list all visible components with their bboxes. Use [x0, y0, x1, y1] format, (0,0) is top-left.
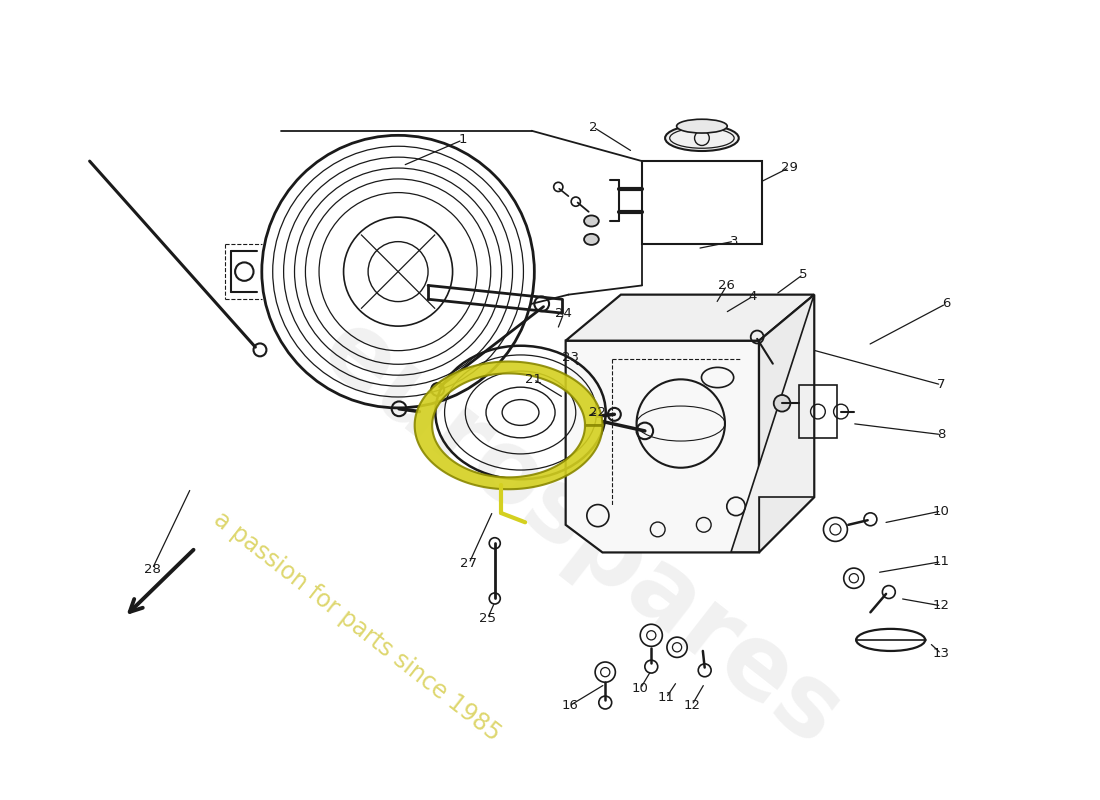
Ellipse shape: [676, 119, 727, 133]
Text: 27: 27: [461, 557, 477, 570]
Text: 10: 10: [631, 682, 649, 695]
Polygon shape: [415, 362, 603, 490]
Text: 13: 13: [933, 647, 949, 660]
Circle shape: [773, 395, 790, 411]
Text: a passion for parts since 1985: a passion for parts since 1985: [209, 506, 506, 746]
Text: 16: 16: [562, 698, 579, 712]
Text: 12: 12: [933, 599, 949, 612]
Text: 3: 3: [730, 234, 738, 248]
Text: 12: 12: [683, 698, 701, 712]
Polygon shape: [759, 294, 814, 553]
Polygon shape: [565, 294, 814, 341]
Text: 2: 2: [588, 121, 597, 134]
Text: 22: 22: [590, 406, 606, 419]
Ellipse shape: [584, 234, 598, 245]
Text: 10: 10: [933, 505, 949, 518]
Ellipse shape: [666, 126, 739, 151]
Text: 24: 24: [556, 306, 572, 319]
Text: 7: 7: [937, 378, 946, 391]
Text: 26: 26: [718, 279, 735, 292]
Text: 23: 23: [562, 350, 579, 364]
Text: eurospares: eurospares: [301, 302, 859, 767]
Ellipse shape: [584, 215, 598, 226]
Text: 1: 1: [459, 134, 466, 146]
Text: 21: 21: [525, 373, 542, 386]
Text: 29: 29: [781, 161, 798, 174]
Text: 11: 11: [658, 691, 674, 705]
Text: 25: 25: [478, 612, 496, 626]
Text: 5: 5: [799, 268, 807, 281]
Polygon shape: [565, 341, 759, 553]
Text: 11: 11: [933, 555, 949, 568]
Text: 28: 28: [144, 562, 161, 575]
Polygon shape: [732, 294, 814, 553]
Text: 6: 6: [942, 298, 950, 310]
Text: 4: 4: [748, 290, 757, 303]
Text: 8: 8: [937, 428, 946, 441]
